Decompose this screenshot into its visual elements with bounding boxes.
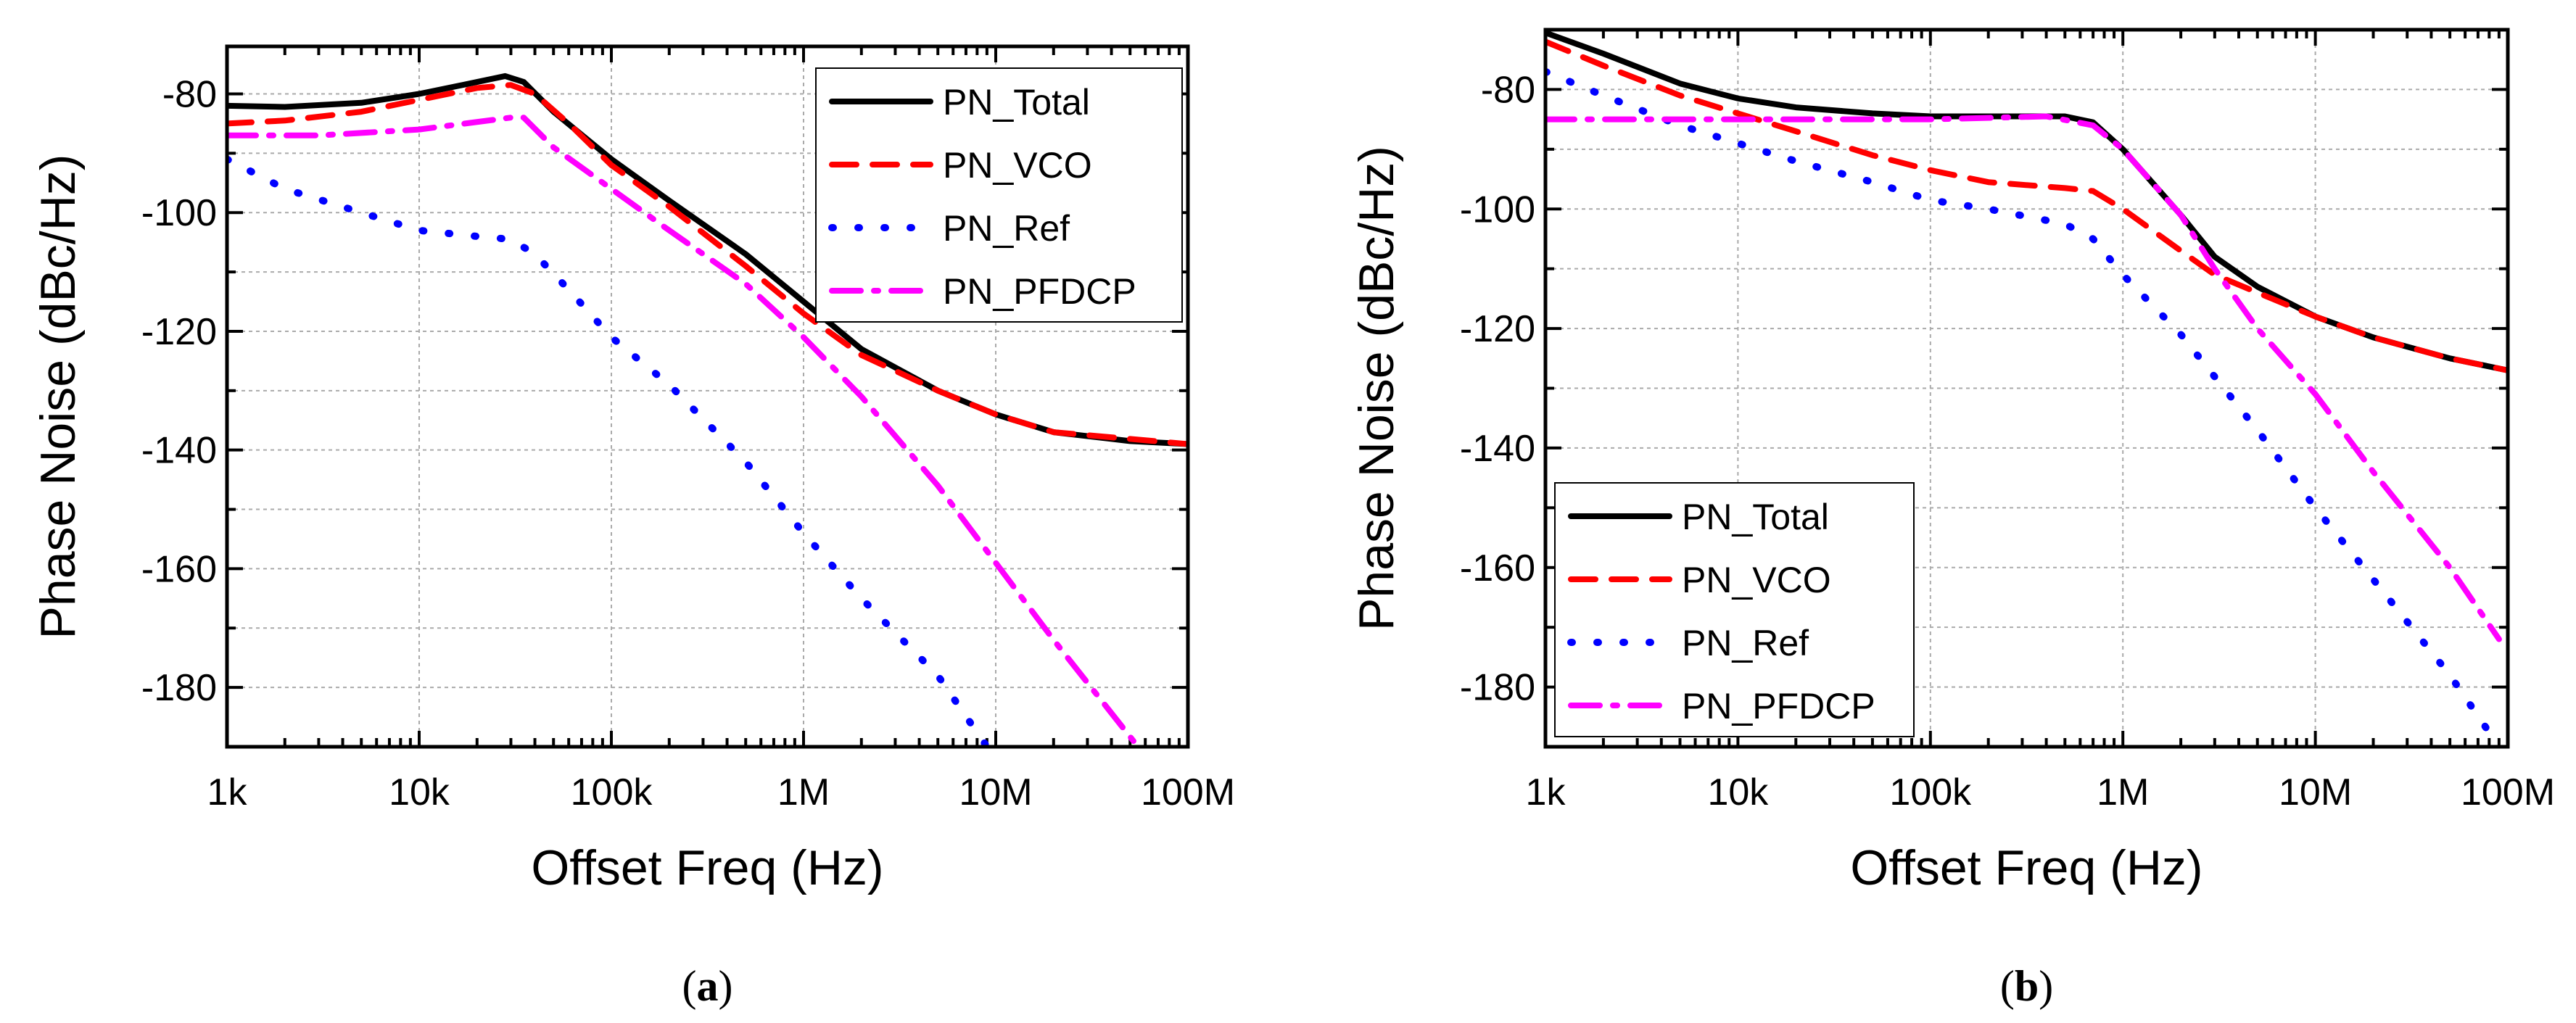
- x-tick-label: 10M: [2279, 771, 2352, 813]
- x-tick-label: 10k: [1707, 771, 1769, 813]
- caption-letter: a: [697, 962, 719, 1010]
- figure-caption: (a): [682, 962, 733, 1010]
- legend-box: [1554, 482, 1915, 737]
- y-tick-label: -140: [1460, 428, 1535, 470]
- y-tick-label: -160: [141, 548, 217, 590]
- plot-frame: [1543, 28, 2510, 749]
- x-tick-label: 10k: [389, 771, 450, 813]
- legend-label: PN_VCO: [943, 145, 1092, 186]
- y-tick-label: -80: [162, 73, 217, 115]
- series-line-pn-pfdcp: [1545, 113, 2502, 642]
- y-tick-label: -180: [141, 667, 217, 709]
- series-line-pn-vco: [227, 82, 1188, 447]
- x-tick-label: 1M: [777, 771, 830, 813]
- x-axis-title: Offset Freq (Hz): [1850, 840, 2203, 895]
- y-tick-label: -160: [1460, 547, 1535, 589]
- y-tick-label: -80: [1481, 69, 1535, 111]
- x-tick-label: 100k: [1889, 771, 1972, 813]
- y-tick-label: -120: [141, 311, 217, 353]
- legend-label: PN_Ref: [1682, 623, 1809, 663]
- legend-label: PN_PFDCP: [943, 271, 1136, 312]
- legend-label: PN_Ref: [943, 208, 1070, 249]
- caption-letter: b: [2015, 962, 2039, 1010]
- x-tick-label: 1k: [207, 771, 248, 813]
- legend: PN_Total PN_VCO PN_Ref PN_PFDCP: [1554, 482, 1915, 737]
- y-tick-label: -120: [1460, 308, 1535, 350]
- x-tick-label: 100M: [1141, 771, 1235, 813]
- legend: PN_Total PN_VCO PN_Ref PN_PFDCP: [815, 67, 1183, 323]
- series-line-pn-ref: [1545, 67, 2503, 747]
- legend-label: PN_Total: [943, 82, 1090, 123]
- plot-frame: [225, 44, 1190, 749]
- chart-a: 1k 10k 100k 1M 10M 100M -80 -100 -120 -140 -160 -18…: [30, 44, 1235, 1010]
- series-line-pn-vco: [1545, 38, 2508, 373]
- x-tick-label: 10M: [959, 771, 1032, 813]
- y-tick-label: -180: [1460, 667, 1535, 709]
- x-tick-label: 100k: [571, 771, 653, 813]
- y-tick-label: -100: [1460, 189, 1535, 231]
- chart-b: 1k 10k 100k 1M 10M 100M -80 -100 -120 -140 -160 -18…: [1349, 28, 2555, 1010]
- x-tick-label: 1M: [2097, 771, 2149, 813]
- x-tick-label: 1k: [1526, 771, 1566, 813]
- legend-label: PN_Total: [1682, 497, 1829, 537]
- legend-label: PN_VCO: [1682, 560, 1831, 600]
- x-tick-label: 100M: [2461, 771, 2555, 813]
- y-axis-title: Phase Noise (dBc/Hz): [1349, 146, 1404, 631]
- legend-label: PN_PFDCP: [1682, 686, 1875, 726]
- figure-caption: (b): [2000, 962, 2053, 1010]
- y-tick-label: -140: [141, 430, 217, 472]
- series-line-pn-pfdcp: [227, 115, 1142, 747]
- y-axis-title: Phase Noise (dBc/Hz): [30, 154, 86, 639]
- series-line-pn-total: [1545, 30, 2508, 373]
- x-axis-title: Offset Freq (Hz): [531, 840, 883, 895]
- legend-box: [815, 67, 1183, 323]
- series-line-pn-total: [227, 73, 1188, 447]
- y-tick-label: -100: [141, 192, 217, 234]
